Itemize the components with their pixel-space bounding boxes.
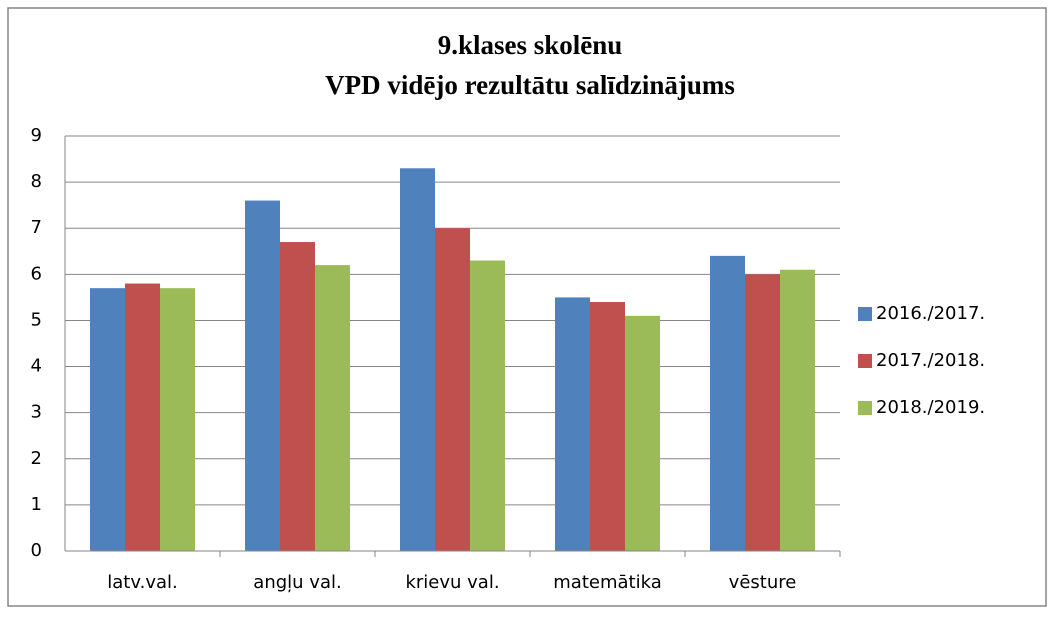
chart-title: VPD vidējo rezultātu salīdzinājums: [325, 70, 735, 100]
y-tick-label: 8: [31, 171, 42, 192]
bar: [625, 315, 660, 551]
bar: [125, 283, 160, 551]
bar: [245, 200, 280, 552]
x-tick-label: matemātika: [553, 572, 661, 593]
y-tick-label: 6: [31, 263, 42, 284]
bar: [590, 302, 625, 551]
bar: [90, 288, 125, 551]
x-tick-label: latv.val.: [107, 572, 177, 593]
y-tick-label: 7: [31, 217, 42, 238]
bar: [780, 269, 815, 551]
bar: [280, 242, 315, 552]
bar: [400, 168, 435, 551]
bar: [470, 260, 505, 551]
bar: [555, 297, 590, 551]
chart-title: 9.klases skolēnu: [438, 30, 623, 60]
legend-label: 2018./2019.: [876, 397, 985, 418]
x-tick-label: vēsture: [729, 572, 797, 593]
legend-label: 2017./2018.: [876, 350, 985, 371]
y-tick-label: 0: [31, 540, 42, 561]
bar: [745, 274, 780, 551]
x-tick-label: angļu val.: [253, 572, 341, 593]
y-tick-label: 1: [31, 494, 42, 515]
bar: [710, 255, 745, 551]
legend-swatch: [858, 401, 872, 415]
legend-label: 2016./2017.: [876, 303, 985, 324]
bar: [435, 228, 470, 551]
y-tick-label: 3: [31, 402, 42, 423]
y-tick-label: 4: [31, 356, 42, 377]
bar: [160, 288, 195, 551]
y-tick-label: 2: [31, 448, 42, 469]
bar: [315, 265, 350, 551]
legend-swatch: [858, 307, 872, 321]
y-tick-label: 5: [31, 309, 42, 330]
y-tick-label: 9: [31, 125, 42, 146]
legend-swatch: [858, 354, 872, 368]
x-tick-label: krievu val.: [405, 572, 499, 593]
